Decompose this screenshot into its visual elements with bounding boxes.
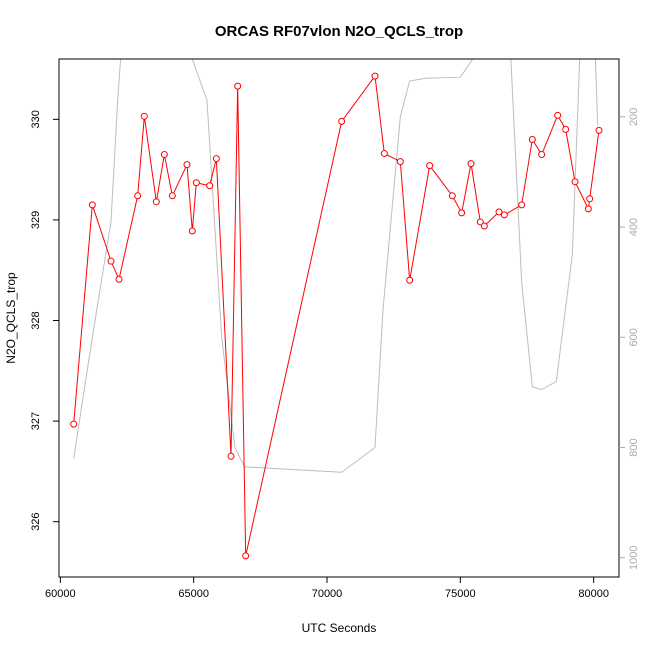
y-axis-label: N2O_QCLS_trop (4, 272, 18, 364)
data-point (134, 192, 142, 200)
data-point (107, 257, 115, 265)
secondary-series-line (73, 59, 599, 473)
y-tick-label: 328 (30, 311, 42, 329)
data-point (140, 112, 148, 120)
plot-frame (58, 58, 620, 578)
data-point (160, 151, 168, 159)
data-point (212, 155, 220, 163)
data-point (168, 192, 176, 200)
data-point (115, 275, 123, 283)
data-point (242, 552, 250, 560)
data-point (595, 126, 603, 134)
data-point (584, 205, 592, 213)
data-point (500, 211, 508, 219)
y2-tick-label: 600 (628, 328, 640, 346)
data-point (554, 111, 562, 119)
data-point (467, 160, 475, 168)
data-point (426, 162, 434, 170)
data-point (396, 158, 404, 166)
data-point (234, 82, 242, 90)
chart-title: ORCAS RF07vlon N2O_QCLS_trop (215, 23, 463, 40)
x-axis-label: UTC Seconds (302, 621, 377, 635)
y-tick-label: 326 (30, 513, 42, 531)
data-point (538, 151, 546, 159)
x-tick-label: 75000 (445, 588, 476, 600)
data-point (476, 218, 484, 226)
y2-tick-label: 800 (628, 438, 640, 456)
data-point (227, 452, 235, 460)
data-point (206, 182, 214, 190)
primary-series-layer (70, 72, 603, 560)
axes-layer: 60000 65000 70000 75000 80000 326 327 328 329 330… (30, 58, 640, 600)
y-tick-label: 330 (30, 110, 42, 128)
x-tick-label: 60000 (45, 588, 76, 600)
data-point (518, 201, 526, 209)
data-point (406, 276, 414, 284)
data-point (458, 209, 466, 217)
data-point (480, 222, 488, 230)
data-point (571, 178, 579, 186)
data-point (380, 150, 388, 158)
data-point (183, 161, 191, 169)
data-point (188, 227, 196, 235)
data-point (528, 135, 536, 143)
data-point (88, 201, 96, 209)
data-point (192, 179, 200, 187)
y-tick-label: 329 (30, 211, 42, 229)
data-point (562, 125, 570, 133)
data-point (495, 208, 503, 216)
y-tick-label: 327 (30, 412, 42, 430)
secondary-series-layer (73, 59, 599, 473)
data-point (152, 198, 160, 206)
data-point (338, 117, 346, 125)
data-point (371, 72, 379, 80)
data-point (586, 195, 594, 203)
x-tick-label: 80000 (578, 588, 609, 600)
x-tick-label: 70000 (312, 588, 343, 600)
y2-tick-label: 1000 (628, 545, 640, 569)
y2-tick-label: 400 (628, 218, 640, 236)
data-point (70, 420, 78, 428)
y2-tick-label: 200 (628, 108, 640, 126)
data-point (448, 192, 456, 200)
x-tick-label: 65000 (178, 588, 209, 600)
